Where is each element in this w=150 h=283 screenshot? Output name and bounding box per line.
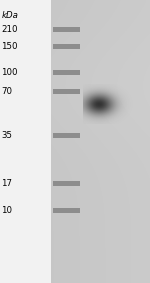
- Text: 210: 210: [2, 25, 18, 34]
- Bar: [53, 89, 80, 94]
- Text: 35: 35: [2, 131, 12, 140]
- Bar: [53, 208, 80, 213]
- Text: 70: 70: [2, 87, 12, 96]
- Text: kDa: kDa: [2, 11, 18, 20]
- Bar: [53, 27, 80, 32]
- Text: 150: 150: [2, 42, 18, 51]
- Bar: [53, 70, 80, 75]
- Text: 100: 100: [2, 68, 18, 77]
- Bar: [53, 44, 80, 49]
- Bar: [53, 133, 80, 138]
- Bar: [53, 181, 80, 186]
- Text: 10: 10: [2, 206, 12, 215]
- Text: 17: 17: [2, 179, 12, 188]
- Bar: [0, 0, 52, 283]
